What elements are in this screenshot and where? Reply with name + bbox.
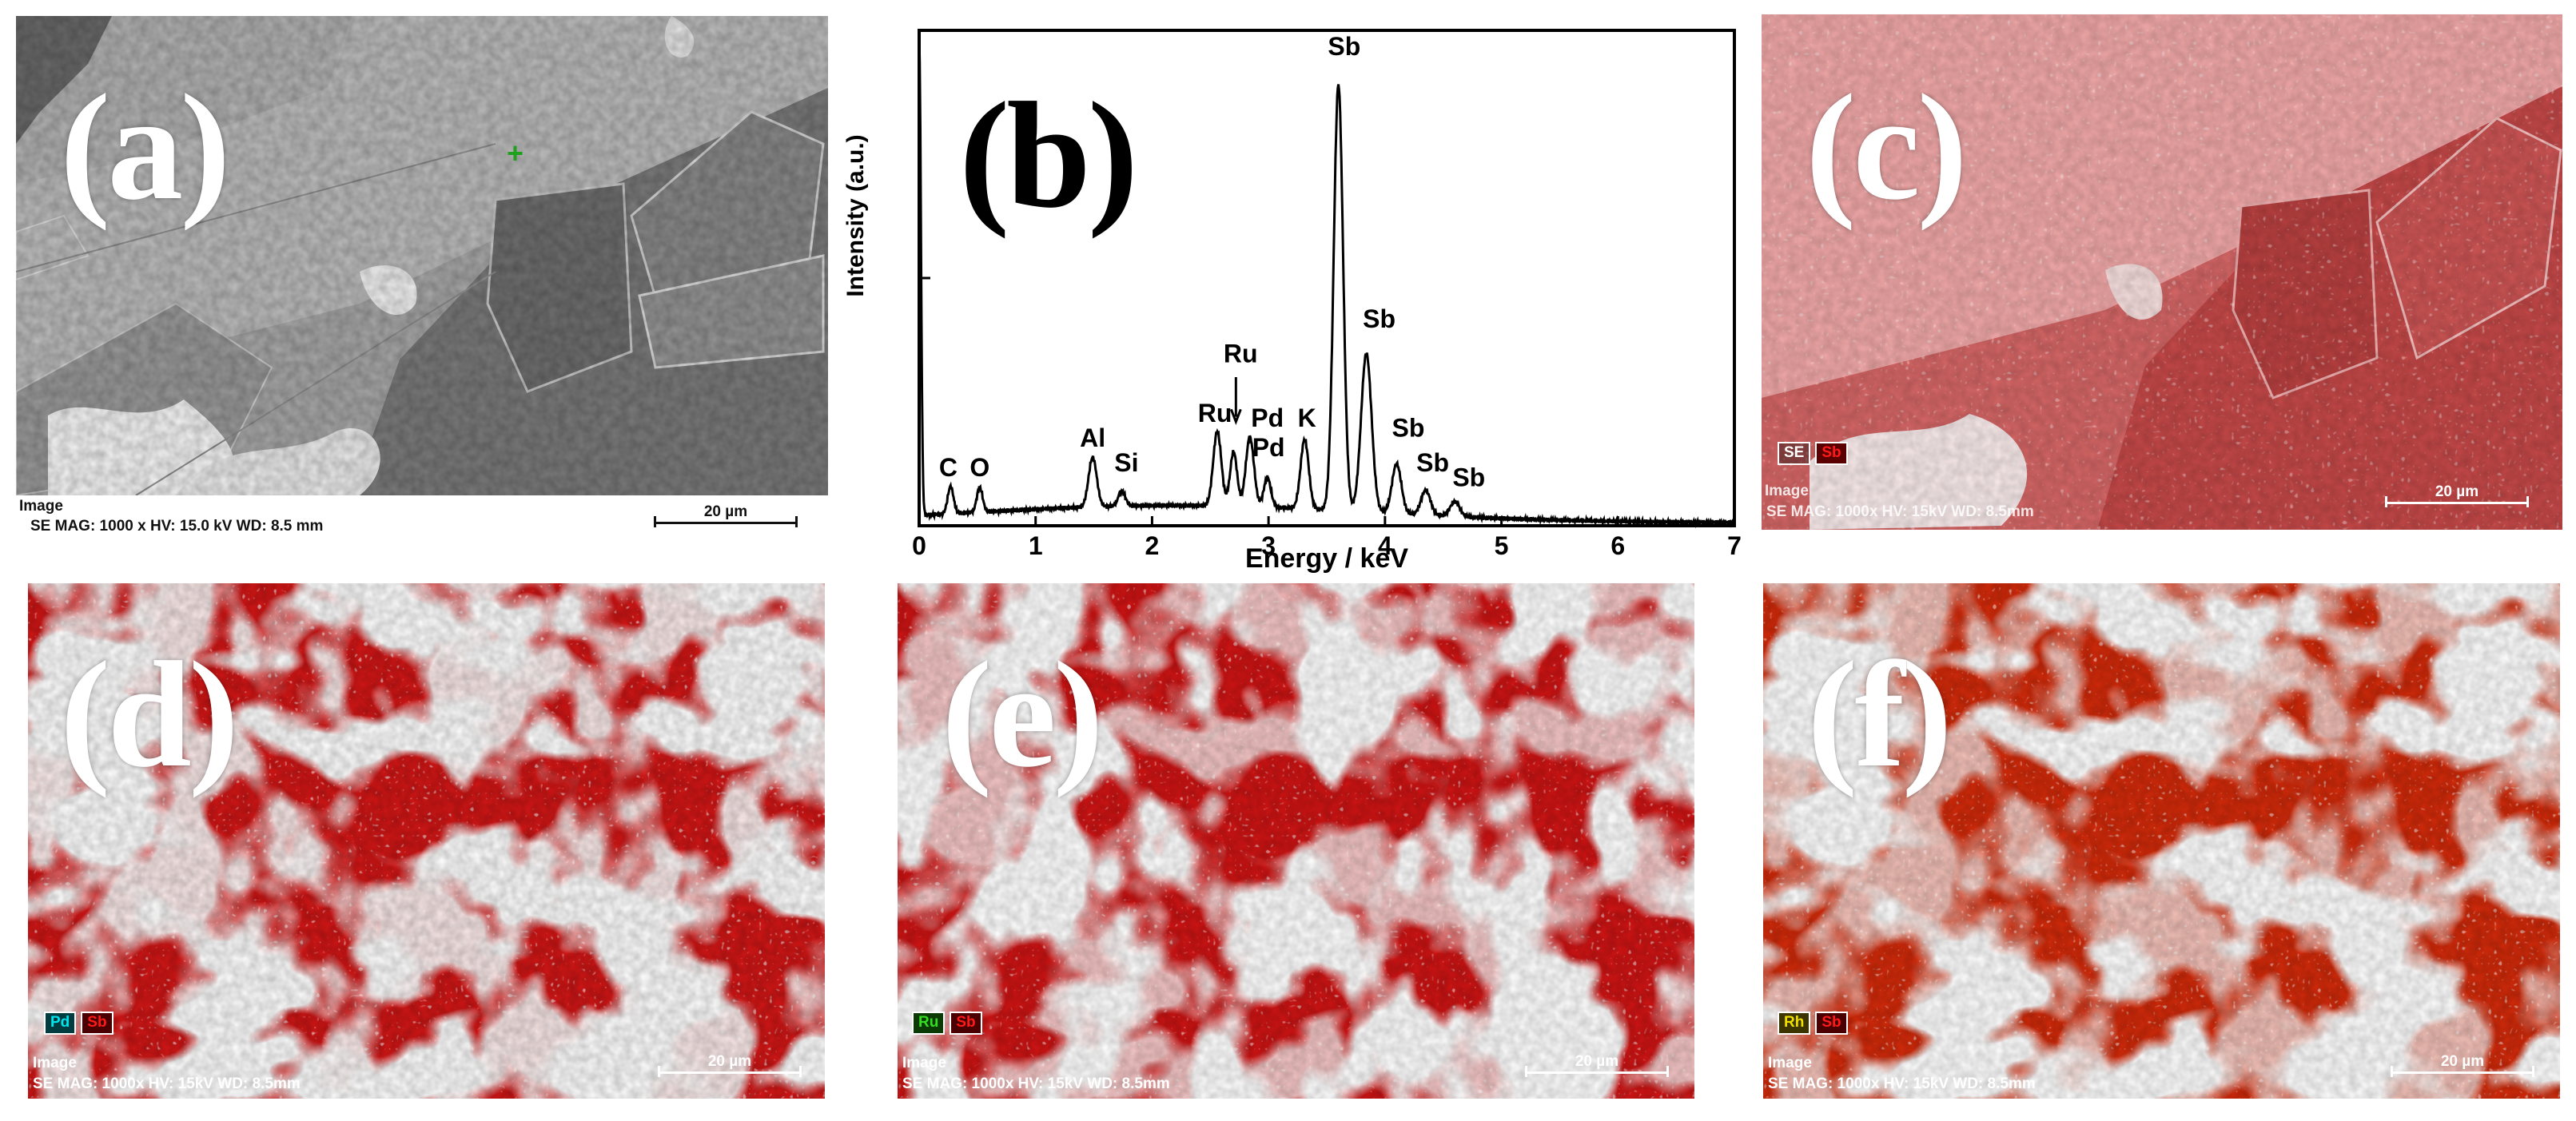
element-legend: SE Sb [1778, 442, 1848, 465]
sem-info-params: SE MAG: 1000 x HV: 15.0 kV WD: 8.5 mm [30, 518, 324, 535]
panel-label: (a) [60, 64, 231, 232]
peak-label: O [969, 453, 989, 482]
element-legend: Ru Sb [912, 1012, 982, 1035]
x-tick-label: 0 [912, 531, 926, 560]
x-tick-label: 2 [1145, 531, 1160, 560]
sem-info-image: Image [33, 1055, 77, 1071]
y-axis-label: Intensity (a.u.) [842, 134, 869, 296]
scale-bar: 20 µm [658, 1053, 802, 1077]
panel-c-sb-overlay: (c) SE Sb Image SE MAG: 1000x HV: 15kV W… [1762, 14, 2562, 530]
elemental-map-d [28, 583, 825, 1099]
x-axis-label: Energy / keV [1245, 543, 1408, 574]
spectrum-series-line [918, 34, 1736, 529]
x-tick-label: 3 [1261, 531, 1276, 560]
x-tick-label: 5 [1495, 531, 1509, 560]
scale-bar-line [2391, 1071, 2534, 1074]
legend-ru: Ru [912, 1012, 946, 1035]
legend-pd: Pd [44, 1012, 77, 1035]
sem-info-image: Image [19, 498, 63, 515]
scale-bar-line [658, 1071, 802, 1074]
panel-label: (e) [942, 631, 1104, 799]
element-legend: Rh Sb [1778, 1012, 1848, 1035]
peak-label: Pd [1251, 403, 1284, 432]
sem-info-image: Image [1765, 483, 1809, 499]
scale-bar: 20 µm [1525, 1053, 1669, 1077]
peak-label: K [1298, 403, 1316, 432]
sem-image-a: + [16, 16, 828, 539]
legend-sb: Sb [1815, 442, 1848, 465]
panel-f-rh-sb-map: (f) Rh Sb Image SE MAG: 1000x HV: 15kV W… [1763, 583, 2560, 1099]
legend-se: SE [1778, 442, 1811, 465]
peak-label: Sb [1416, 448, 1449, 477]
panel-e-ru-sb-map: (e) Ru Sb Image SE MAG: 1000x HV: 15kV W… [898, 583, 1694, 1099]
svg-text:+: + [507, 137, 524, 169]
scale-bar-label: 20 µm [2440, 1053, 2485, 1070]
legend-sb: Sb [1815, 1012, 1848, 1035]
scale-bar-line [1525, 1071, 1669, 1074]
x-tick-label: 7 [1727, 531, 1742, 560]
scale-bar-line [2385, 502, 2529, 504]
panel-d-pd-sb-map: (d) Pd Sb Image SE MAG: 1000x HV: 15kV W… [28, 583, 825, 1099]
peak-label: Al [1080, 423, 1105, 452]
element-legend: Pd Sb [44, 1012, 113, 1035]
sem-info-params: SE MAG: 1000x HV: 15kV WD: 8.5mm [1766, 503, 2034, 520]
peak-arrow [1229, 377, 1242, 425]
peak-label: Ru [1224, 339, 1258, 368]
legend-sb: Sb [950, 1012, 982, 1035]
peak-label: Sb [1363, 304, 1395, 333]
peak-label: Sb [1452, 463, 1485, 491]
panel-label: (c) [1806, 64, 1968, 232]
peak-label: Ru [1198, 399, 1232, 427]
elemental-map-f [1763, 583, 2560, 1099]
panel-label: (d) [60, 631, 239, 799]
scale-bar-label: 20 µm [707, 1053, 752, 1070]
scale-bar: 20 µm [2385, 483, 2529, 507]
scale-bar: 20 µm [2391, 1053, 2534, 1077]
peak-label: Sb [1392, 413, 1425, 442]
sem-info-params: SE MAG: 1000x HV: 15kV WD: 8.5mm [33, 1075, 301, 1092]
x-tick-label: 6 [1610, 531, 1625, 560]
peak-label: Pd [1252, 433, 1285, 462]
scale-bar-label: 20 µm [703, 503, 748, 520]
legend-rh: Rh [1778, 1012, 1811, 1035]
peak-label: C [939, 453, 958, 482]
x-tick-label: 4 [1378, 531, 1392, 560]
sem-info-params: SE MAG: 1000x HV: 15kV WD: 8.5mm [902, 1075, 1170, 1092]
sem-info-image: Image [1768, 1055, 1812, 1071]
legend-sb: Sb [81, 1012, 113, 1035]
x-tick-label: 1 [1029, 531, 1043, 560]
scale-bar-line [654, 522, 798, 524]
panel-label: (f) [1807, 631, 1953, 799]
sem-info-image: Image [902, 1055, 946, 1071]
scale-bar-label: 20 µm [2435, 483, 2479, 500]
sem-info-params: SE MAG: 1000x HV: 15kV WD: 8.5mm [1768, 1075, 2036, 1092]
peak-label: Si [1114, 448, 1138, 477]
elemental-map-e [898, 583, 1694, 1099]
peak-label: Sb [1328, 32, 1360, 61]
scale-bar: 20 µm [654, 503, 798, 527]
sem-image-c [1762, 14, 2562, 530]
panel-label: (b) [959, 72, 1138, 240]
panel-a-sem-micrograph: + (a) Image SE MAG: 1000 x HV: 15.0 kV W… [16, 16, 828, 539]
scale-bar-label: 20 µm [1575, 1053, 1619, 1070]
